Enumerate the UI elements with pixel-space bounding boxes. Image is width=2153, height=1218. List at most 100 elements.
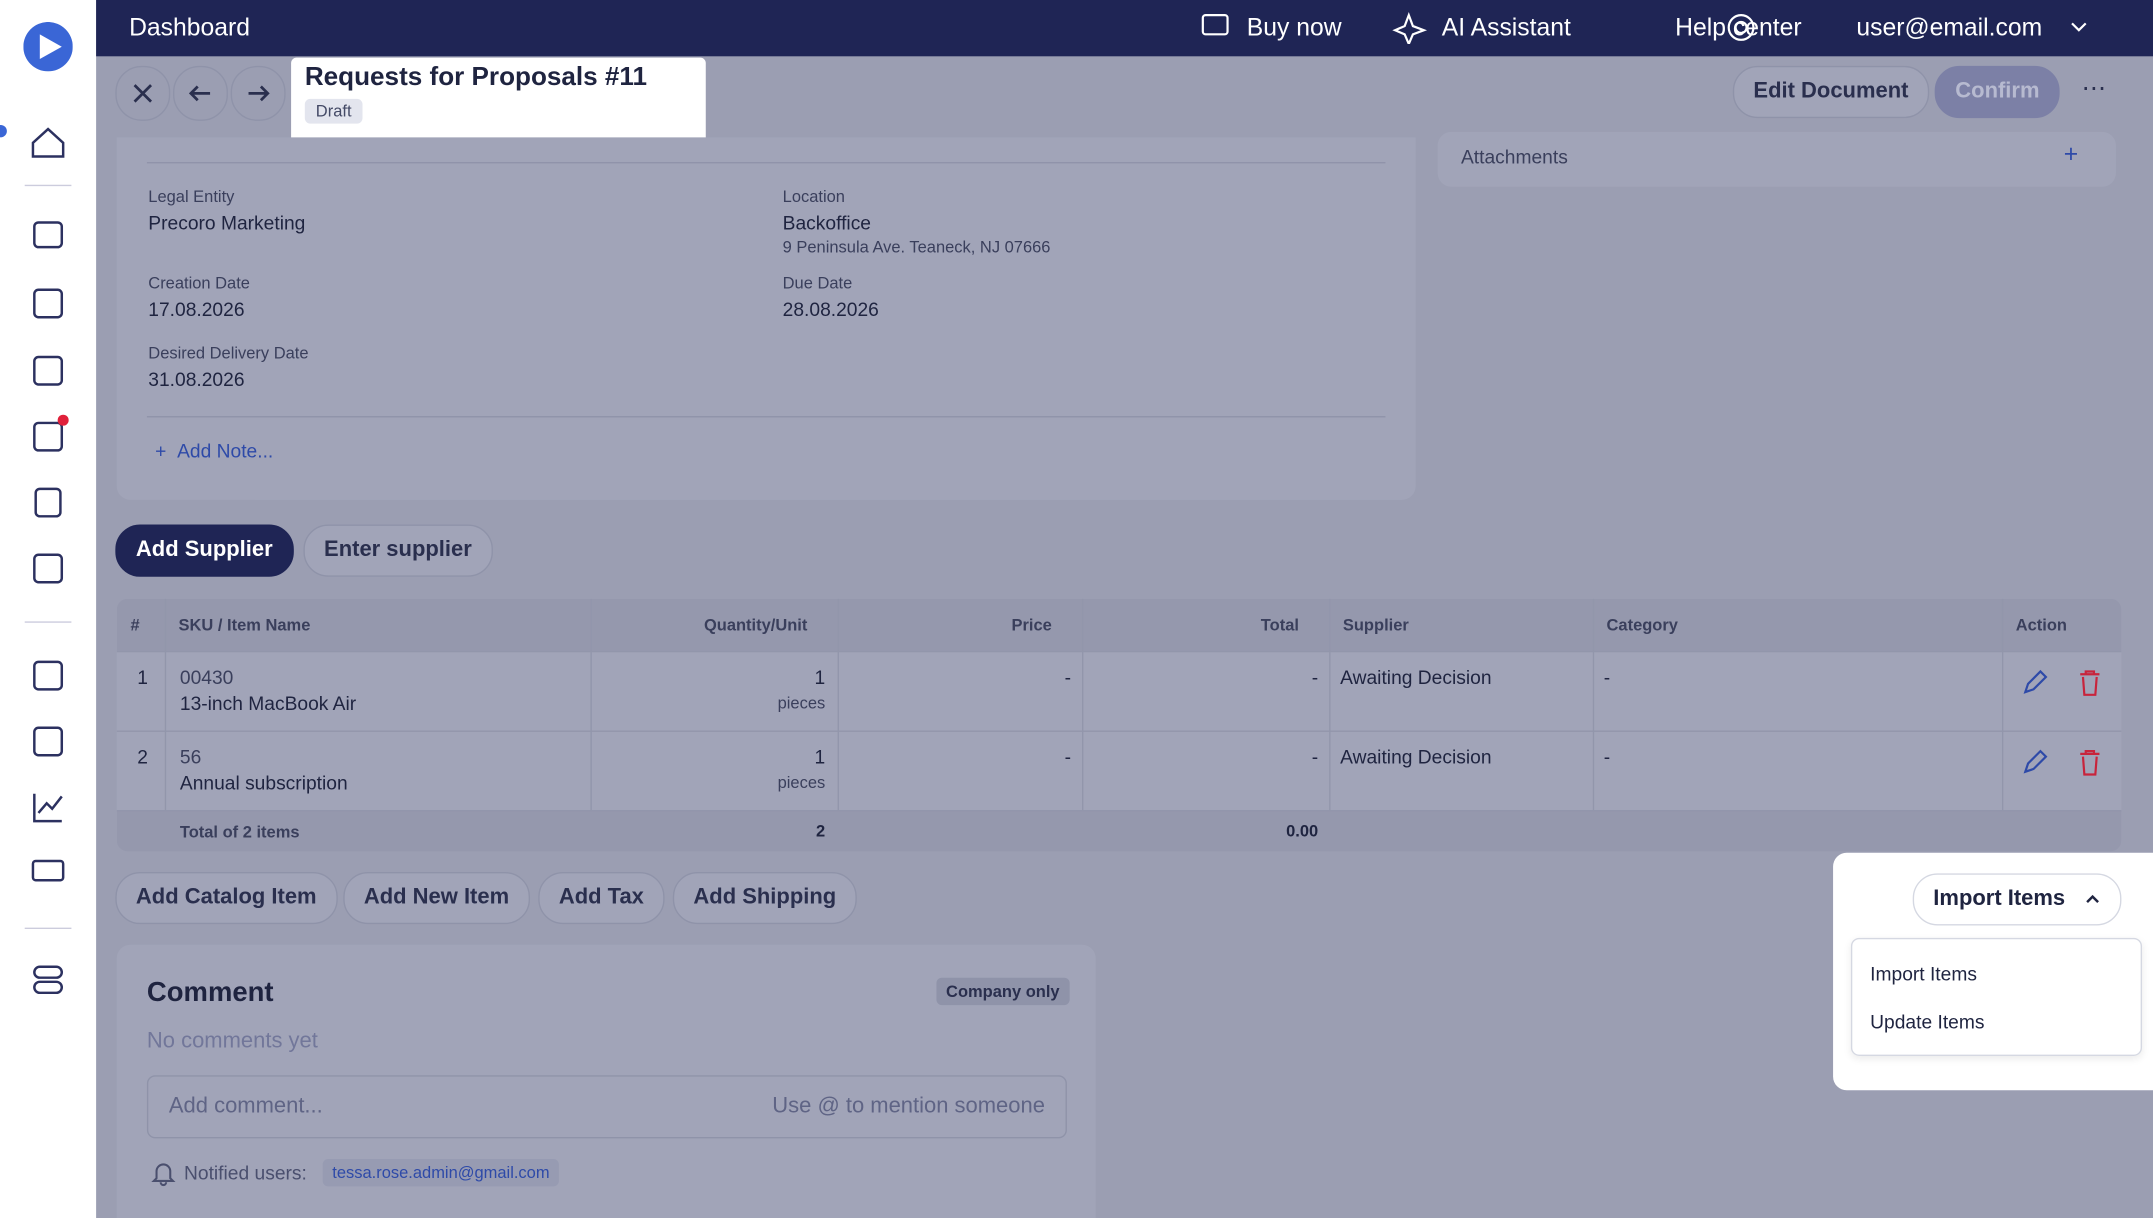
items-table: # SKU / Item Name Quantity/Unit Price Total S… xyxy=(116,598,2122,852)
attachments-label: Attachments xyxy=(1460,145,1568,168)
menu-item[interactable]: Update Items xyxy=(1870,1010,1985,1033)
column-divider xyxy=(164,598,167,852)
import-button[interactable]: Import Items xyxy=(1912,873,2122,926)
footer-label: Total of 2 items xyxy=(179,822,300,842)
active-dot xyxy=(0,124,7,138)
sku: 00430 xyxy=(179,665,234,688)
divider xyxy=(146,416,1386,418)
add-note[interactable]: + Add Note... xyxy=(155,439,273,461)
footer-total: 0.00 xyxy=(1286,821,1319,841)
column-divider xyxy=(1329,598,1331,852)
field-value: 28.08.2026 xyxy=(782,297,879,320)
row-actions[interactable] xyxy=(2020,747,2108,777)
total: - xyxy=(1311,745,1319,768)
logo xyxy=(23,21,73,72)
document-title: Requests for Proposals #11 xyxy=(304,63,648,93)
row-number: 1 xyxy=(137,665,149,688)
comment-title: Comment xyxy=(146,977,274,1008)
bell-icon xyxy=(151,1163,176,1187)
item-button[interactable]: Add Catalog Item xyxy=(115,871,338,925)
column-header: # xyxy=(130,615,140,635)
item-name: 13-inch MacBook Air xyxy=(179,692,357,715)
user-menu[interactable]: user@email.com xyxy=(1856,13,2043,42)
category: - xyxy=(1603,745,1611,768)
more-button[interactable]: ⋯ xyxy=(2081,74,2107,102)
top-bar: Dashboard Buy now AI Assistant Help cent… xyxy=(96,0,2153,57)
enter-supplier-button[interactable]: Enter supplier xyxy=(303,524,493,577)
next-button[interactable] xyxy=(230,65,286,121)
import-button-label[interactable]: Import Items xyxy=(1933,887,2066,911)
nav-icons[interactable] xyxy=(0,110,96,1016)
price: - xyxy=(1064,665,1072,688)
quantity: 1 xyxy=(814,745,826,768)
action-icons[interactable] xyxy=(2020,747,2108,777)
unit: pieces xyxy=(777,773,826,793)
item-button[interactable]: Add Tax xyxy=(538,871,665,925)
field-value: 31.08.2026 xyxy=(148,368,245,390)
attachments-card: Attachments + xyxy=(1437,131,2116,187)
column-header: Category xyxy=(1606,615,1678,635)
column-divider xyxy=(1081,598,1084,852)
empty-comments: No comments yet xyxy=(146,1029,318,1054)
row-actions[interactable] xyxy=(2020,667,2108,697)
table-footer xyxy=(116,810,2122,852)
total: - xyxy=(1311,665,1319,688)
visibility-badge: Company only xyxy=(936,977,1070,1006)
column-header: Action xyxy=(2015,615,2067,635)
field-label: Desired Delivery Date xyxy=(148,343,309,363)
chevron xyxy=(2086,894,2099,904)
confirm-button[interactable]: Confirm xyxy=(1934,65,2061,119)
notified-user[interactable]: tessa.rose.admin@gmail.com xyxy=(322,1158,560,1187)
field-label: Due Date xyxy=(782,273,853,293)
field-label: Legal Entity xyxy=(148,186,235,206)
close-button[interactable] xyxy=(115,65,171,121)
add-supplier-button[interactable]: Add Supplier xyxy=(115,524,294,577)
unit: pieces xyxy=(777,693,826,713)
prev-button[interactable] xyxy=(173,65,228,121)
comment-card: Comment Company only No comments yet Add… xyxy=(116,944,1096,1218)
field-detail: 9 Peninsula Ave. Teaneck, NJ 07666 xyxy=(782,237,1051,257)
footer-quantity: 2 xyxy=(816,821,826,841)
nav-link[interactable]: Help center xyxy=(1675,13,1802,42)
field-value: 17.08.2026 xyxy=(148,297,245,320)
import-panel: Import Items Import Items Update Items xyxy=(1833,852,2153,1091)
column-divider xyxy=(837,598,839,852)
top-icons xyxy=(1201,11,2087,44)
status-badge: Draft xyxy=(304,98,363,124)
nav-link[interactable]: AI Assistant xyxy=(1441,13,1571,42)
column-divider xyxy=(1592,598,1595,852)
comment-input[interactable]: Add comment... Use @ to mention someone xyxy=(146,1075,1067,1139)
comment-hint: Use @ to mention someone xyxy=(772,1094,1045,1118)
add-attachment[interactable]: + xyxy=(2063,140,2079,168)
field-value: Backoffice xyxy=(782,211,872,234)
quantity: 1 xyxy=(814,665,826,688)
item-button[interactable]: Add New Item xyxy=(343,871,530,925)
column-header: Quantity/Unit xyxy=(703,615,808,635)
add-note-label[interactable]: Add Note... xyxy=(177,439,274,462)
title-box: Requests for Proposals #11 Draft xyxy=(291,57,706,143)
column-divider xyxy=(2001,598,2004,852)
import-menu: Import Items Update Items xyxy=(1850,937,2143,1056)
column-header: Supplier xyxy=(1342,615,1409,635)
supplier: Awaiting Decision xyxy=(1340,665,1492,688)
column-header: Total xyxy=(1260,615,1299,635)
edit-button[interactable]: Edit Document xyxy=(1732,65,1930,119)
supplier: Awaiting Decision xyxy=(1340,745,1492,768)
sidebar xyxy=(0,0,97,1218)
field-label: Creation Date xyxy=(148,273,250,293)
notified-label: Notified users: xyxy=(183,1161,307,1184)
menu-item[interactable]: Import Items xyxy=(1870,962,1977,985)
comment-placeholder: Add comment... xyxy=(168,1094,323,1118)
row-divider xyxy=(116,650,2122,653)
action-icons[interactable] xyxy=(2020,667,2108,697)
divider xyxy=(146,162,1386,164)
plus: + xyxy=(155,439,178,462)
column-header: Price xyxy=(1011,615,1052,635)
item-button[interactable]: Add Shipping xyxy=(672,871,857,925)
nav-link[interactable]: Buy now xyxy=(1246,13,1342,42)
row-divider xyxy=(116,730,2122,732)
item-name: Annual subscription xyxy=(179,771,348,794)
